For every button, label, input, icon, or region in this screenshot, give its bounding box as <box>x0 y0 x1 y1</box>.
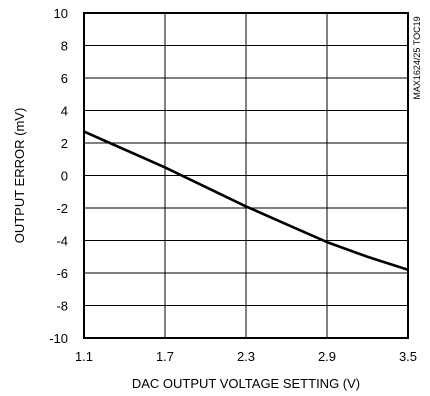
y-tick-label: -8 <box>56 299 68 314</box>
x-tick-label: 2.9 <box>318 349 336 364</box>
y-tick-label: 8 <box>61 39 68 54</box>
y-tick-label: 4 <box>61 104 68 119</box>
x-tick-label: 1.1 <box>75 349 93 364</box>
y-tick-label: -4 <box>56 234 68 249</box>
x-tick-label: 1.7 <box>156 349 174 364</box>
y-tick-label: 0 <box>61 169 68 184</box>
y-tick-label: 6 <box>61 71 68 86</box>
y-tick-label: -10 <box>49 331 68 346</box>
x-tick-label: 3.5 <box>399 349 417 364</box>
y-tick-label: 10 <box>54 6 68 21</box>
x-axis-label: DAC OUTPUT VOLTAGE SETTING (V) <box>132 376 360 391</box>
figure-id-note: MAX1624/25 TOC19 <box>412 16 422 99</box>
plot-frame <box>83 12 409 339</box>
y-tick-labels: 10 8 6 4 2 0 -2 -4 -6 -8 -10 <box>49 6 68 346</box>
y-tick-label: 2 <box>61 136 68 151</box>
grid-lines <box>84 13 408 338</box>
x-tick-label: 2.3 <box>237 349 255 364</box>
series-layer <box>83 130 409 272</box>
x-tick-labels: 1.1 1.7 2.3 2.9 3.5 <box>75 349 417 364</box>
y-axis-label: OUTPUT ERROR (mV) <box>12 108 27 244</box>
output-error-line <box>83 130 409 272</box>
y-tick-label: -2 <box>56 201 68 216</box>
y-tick-label: -6 <box>56 266 68 281</box>
